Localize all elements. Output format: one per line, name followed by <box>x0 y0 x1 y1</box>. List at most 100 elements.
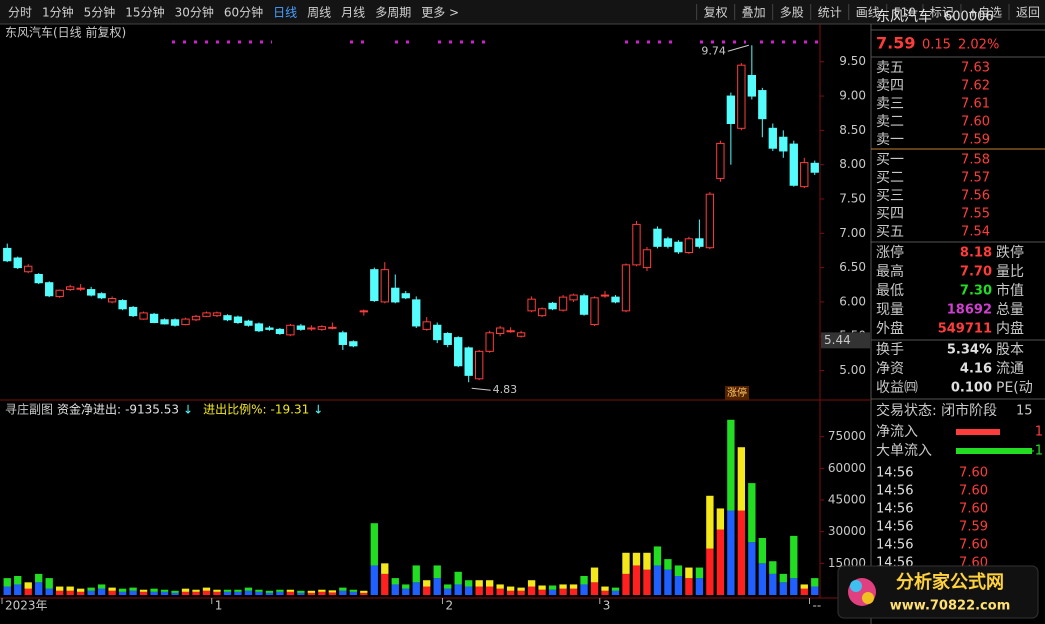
toolbar-button[interactable]: 叠加 <box>742 6 766 20</box>
bar <box>674 565 683 576</box>
candle-body <box>65 286 75 291</box>
toolbar-button[interactable]: 60分钟 <box>224 5 263 20</box>
row-value: 7.55 <box>961 207 990 222</box>
toolbar-button[interactable]: 月线 <box>341 6 365 20</box>
candle-body <box>485 332 494 352</box>
max-label: 9.74 <box>701 44 726 57</box>
toolbar-button[interactable]: 30分钟 <box>175 5 214 20</box>
chart-title: 东风汽车(日线 前复权) <box>5 25 126 40</box>
toolbar-button[interactable]: 统计 <box>818 6 842 20</box>
stat-value: 549711 <box>938 322 992 337</box>
toolbar-button[interactable]: 复权 <box>704 6 728 20</box>
bar <box>727 419 735 511</box>
toolbar-button[interactable]: 画线 <box>856 6 880 20</box>
toolbar-button[interactable]: F10 <box>894 6 916 20</box>
candle-body <box>3 247 12 262</box>
candle-body <box>24 265 33 273</box>
toolbar-button[interactable]: 标记 <box>930 6 954 20</box>
bar <box>506 586 515 591</box>
watermark-title: 分析家公式网 <box>896 571 1004 593</box>
toolbar-button[interactable]: 15分钟 <box>125 5 164 20</box>
row-value: 7.54 <box>961 225 990 240</box>
toolbar-button[interactable]: 5分钟 <box>84 5 116 20</box>
candle-body <box>464 347 473 376</box>
bar <box>737 447 746 511</box>
bar <box>265 592 274 595</box>
candle-body <box>223 315 232 321</box>
bar <box>716 508 725 530</box>
toolbar-button[interactable]: +自选 <box>968 6 1002 20</box>
candle-body <box>191 315 201 321</box>
bar <box>213 589 221 592</box>
bar <box>433 565 441 579</box>
tick-time: 14:56 <box>876 484 913 499</box>
candle-body <box>779 136 788 152</box>
candle-body <box>705 193 715 249</box>
row-value: 7.57 <box>961 171 990 186</box>
bar <box>213 591 221 595</box>
bar <box>318 589 326 592</box>
toolbar-button[interactable]: 日线 <box>273 6 297 20</box>
toolbar-button[interactable]: 多周期 <box>375 6 411 20</box>
stat-label: 量比 <box>996 264 1024 280</box>
stat-label: 涨停 <box>876 244 904 261</box>
toolbar-button[interactable]: 分时 <box>8 6 32 20</box>
candle-body <box>516 332 526 337</box>
candle-body <box>181 318 190 326</box>
bar <box>244 590 253 595</box>
bar <box>454 584 462 595</box>
toolbar-button[interactable]: 1分钟 <box>42 5 74 20</box>
watermark: 分析家公式网 www.70822.com <box>837 565 1039 619</box>
bar <box>150 591 158 595</box>
row-label: 卖四 <box>876 78 904 94</box>
candle-body <box>412 299 421 327</box>
row-value: 7.60 <box>961 115 990 130</box>
candle-body <box>495 327 505 334</box>
bar <box>590 582 599 595</box>
bar <box>517 590 525 595</box>
bar <box>790 578 798 595</box>
toolbar-button[interactable]: 多股 <box>780 6 804 20</box>
candle-body <box>286 324 295 336</box>
candle-body <box>695 238 704 247</box>
row-label: 买二 <box>876 170 904 186</box>
candle-body <box>76 287 85 290</box>
candle-body <box>55 289 64 297</box>
candle-body <box>758 90 767 120</box>
toolbar-button[interactable]: 返回 <box>1016 6 1040 20</box>
stat-label: 外盘 <box>876 320 904 337</box>
candle-body <box>632 223 641 266</box>
row-value: 7.58 <box>961 153 990 168</box>
x-tick-label: 3 <box>603 599 611 613</box>
bar <box>297 590 305 593</box>
candle-body <box>128 306 138 317</box>
y-tick-label: 75000 <box>828 429 866 443</box>
flow-bar <box>956 448 1032 454</box>
bar <box>35 582 43 595</box>
tick-time: 14:56 <box>876 466 913 481</box>
bar <box>685 578 693 595</box>
stat-value: 0.100 <box>951 381 992 396</box>
bar <box>339 587 347 591</box>
bar <box>412 565 420 583</box>
bar <box>381 573 389 595</box>
candle-body <box>674 241 683 253</box>
bar <box>56 586 64 591</box>
bar <box>548 589 557 595</box>
y-tick-label: 8.50 <box>839 123 866 137</box>
candle-body <box>579 295 589 315</box>
toolbar-button[interactable]: 更多 > <box>421 6 459 20</box>
badge-bg <box>725 386 749 400</box>
bar <box>97 588 106 595</box>
candle-body <box>391 287 400 303</box>
candle-body <box>737 64 746 129</box>
candle-body <box>422 321 431 330</box>
candle-body <box>160 319 169 325</box>
row-label: 买四 <box>876 206 904 222</box>
bar <box>139 591 148 595</box>
candle-body <box>642 249 652 269</box>
toolbar-button[interactable]: 周线 <box>307 6 331 20</box>
candle-body <box>254 323 264 332</box>
bar <box>569 584 578 589</box>
stat-value: 4.16 <box>960 362 992 377</box>
